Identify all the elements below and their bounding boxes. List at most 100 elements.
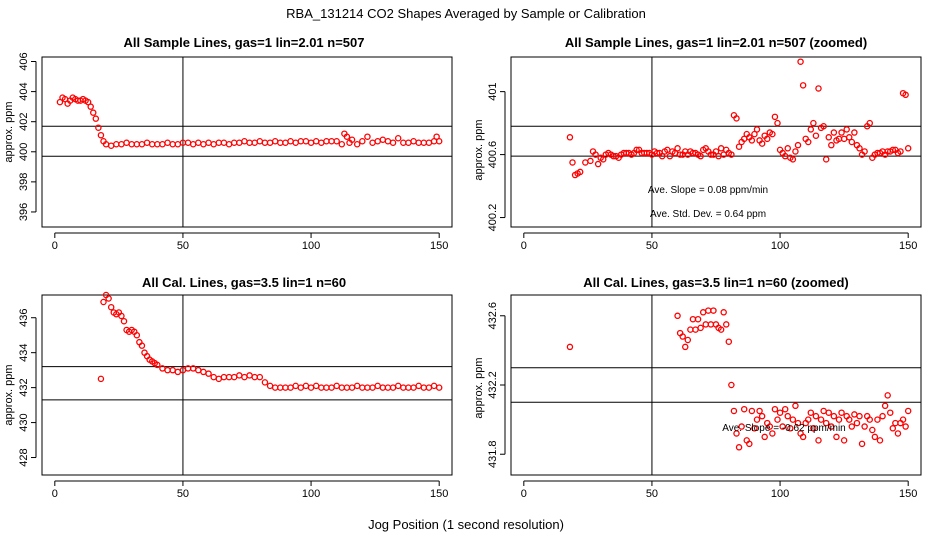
data-point	[277, 384, 284, 391]
data-point	[820, 123, 827, 130]
data-point	[138, 342, 146, 349]
data-point	[389, 139, 397, 147]
data-point	[410, 137, 417, 145]
data-point	[815, 85, 822, 92]
data-point	[364, 133, 371, 140]
panel-title: All Sample Lines, gas=1 lin=2.01 n=507	[124, 35, 365, 50]
data-point	[810, 425, 817, 432]
data-point	[225, 141, 233, 148]
data-point	[689, 315, 697, 323]
data-point	[100, 298, 107, 306]
data-point	[400, 139, 407, 147]
data-point	[822, 419, 830, 427]
data-point	[236, 139, 243, 147]
data-point	[761, 433, 768, 441]
data-point	[148, 141, 156, 148]
x-tick-label: 150	[430, 488, 448, 500]
data-point	[369, 139, 376, 147]
data-point	[307, 384, 315, 391]
data-point	[684, 336, 692, 344]
data-point	[717, 145, 725, 152]
data-point	[364, 384, 371, 391]
data-point	[297, 384, 305, 391]
x-tick-label: 50	[177, 488, 189, 500]
data-point	[789, 156, 797, 163]
data-point	[374, 382, 381, 390]
data-point	[825, 409, 833, 416]
x-axis-label: Jog Position (1 second resolution)	[368, 517, 564, 532]
data-point	[420, 139, 428, 147]
data-point	[97, 131, 105, 139]
stddev-annotation: Ave. Std. Dev. = 0.64 ppm	[650, 209, 766, 220]
data-point	[779, 423, 786, 430]
data-point	[894, 430, 902, 437]
data-point	[338, 384, 346, 391]
data-point	[95, 124, 102, 131]
data-point	[138, 141, 146, 148]
data-point	[302, 137, 310, 145]
data-point	[256, 373, 264, 381]
plot-frame	[510, 294, 922, 476]
data-point	[430, 382, 438, 390]
data-point	[318, 139, 325, 147]
data-point	[230, 373, 238, 381]
data-point	[566, 343, 574, 351]
data-point	[792, 148, 799, 155]
data-point	[805, 138, 812, 146]
data-point	[107, 303, 115, 311]
data-point	[866, 119, 874, 127]
data-point	[159, 141, 166, 148]
data-point	[246, 372, 253, 379]
data-point	[241, 137, 248, 145]
panel-title: All Cal. Lines, gas=3.5 lin=1 n=60	[142, 275, 346, 290]
data-point	[348, 384, 356, 391]
data-point	[405, 384, 412, 391]
x-tick-label: 0	[521, 240, 527, 252]
data-point	[751, 425, 758, 432]
data-point	[843, 126, 850, 133]
data-point	[328, 384, 335, 391]
y-tick-label: 431.8	[487, 440, 499, 468]
data-point	[415, 382, 422, 390]
plot-frame	[510, 56, 922, 228]
data-point	[697, 324, 704, 332]
data-point	[379, 384, 387, 391]
data-point	[251, 373, 258, 381]
data-point	[889, 425, 897, 432]
data-point	[400, 384, 407, 391]
marks: 0 50 100 150 431.8 432.2 432.6	[487, 295, 921, 500]
y-tick-label: 428	[18, 448, 30, 466]
data-point	[133, 141, 141, 148]
data-point	[92, 115, 100, 122]
y-tick-label: 406	[18, 52, 30, 70]
data-point	[720, 309, 727, 316]
x-tick-label: 150	[899, 240, 917, 252]
data-point	[712, 148, 720, 155]
data-point	[733, 430, 740, 437]
y-axis-label: approx. ppm	[3, 364, 15, 425]
data-point	[756, 407, 763, 415]
data-point	[164, 366, 171, 374]
data-point	[828, 141, 835, 149]
y-axis-label: approx. ppm	[473, 119, 485, 180]
data-point	[587, 157, 594, 165]
data-point	[764, 135, 771, 143]
panel-sample-lines-zoomed: All Sample Lines, gas=1 lin=2.01 n=507 (…	[473, 35, 922, 252]
data-point	[576, 168, 584, 176]
data-point	[169, 141, 176, 148]
data-point	[154, 141, 161, 148]
data-point	[771, 405, 779, 413]
data-point	[781, 405, 789, 413]
data-point	[687, 326, 694, 333]
data-point	[771, 113, 779, 121]
data-point	[174, 141, 182, 148]
data-point	[799, 433, 807, 441]
x-tick-label: 100	[771, 240, 789, 252]
data-point	[592, 151, 599, 158]
panel-cal-lines: All Cal. Lines, gas=3.5 lin=1 n=60 appro…	[3, 275, 453, 500]
data-point	[405, 139, 412, 147]
data-point	[266, 139, 274, 147]
data-point	[105, 295, 112, 302]
data-point	[174, 368, 182, 376]
data-point	[902, 91, 909, 99]
